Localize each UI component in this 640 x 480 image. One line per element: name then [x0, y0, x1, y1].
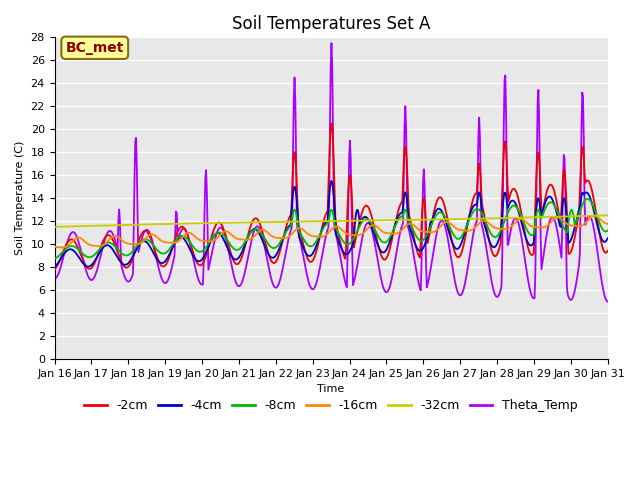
-16cm	[591, 213, 598, 219]
-8cm	[61, 247, 68, 253]
-2cm	[203, 251, 211, 256]
Y-axis label: Soil Temperature (C): Soil Temperature (C)	[15, 141, 25, 255]
-32cm	[174, 221, 182, 227]
-4cm	[399, 204, 407, 210]
-32cm	[415, 217, 422, 223]
Line: Theta_Temp: Theta_Temp	[54, 43, 607, 301]
-16cm	[61, 244, 69, 250]
-32cm	[604, 213, 611, 218]
-16cm	[51, 244, 58, 250]
-4cm	[61, 251, 68, 256]
-8cm	[203, 243, 211, 249]
Theta_Temp	[203, 187, 211, 193]
-16cm	[175, 238, 182, 244]
Text: BC_met: BC_met	[65, 41, 124, 55]
Theta_Temp	[415, 282, 423, 288]
-16cm	[415, 227, 423, 233]
Theta_Temp	[61, 250, 68, 255]
Line: -16cm: -16cm	[54, 216, 607, 248]
-4cm	[328, 178, 335, 184]
X-axis label: Time: Time	[317, 384, 345, 394]
-2cm	[328, 120, 335, 126]
Theta_Temp	[118, 263, 125, 269]
-32cm	[51, 224, 58, 230]
-16cm	[399, 226, 407, 232]
-8cm	[604, 228, 611, 233]
-8cm	[398, 213, 406, 219]
-8cm	[584, 196, 591, 202]
-4cm	[415, 248, 423, 253]
-16cm	[58, 245, 66, 251]
-2cm	[118, 259, 125, 265]
Theta_Temp	[399, 220, 407, 226]
Title: Soil Temperatures Set A: Soil Temperatures Set A	[232, 15, 430, 33]
-2cm	[399, 179, 407, 184]
-32cm	[398, 217, 406, 223]
-2cm	[604, 248, 611, 254]
-16cm	[604, 221, 611, 227]
Legend: -2cm, -4cm, -8cm, -16cm, -32cm, Theta_Temp: -2cm, -4cm, -8cm, -16cm, -32cm, Theta_Te…	[79, 394, 583, 417]
-32cm	[61, 224, 68, 229]
-2cm	[51, 266, 58, 272]
-4cm	[51, 264, 58, 270]
-2cm	[415, 253, 423, 259]
-32cm	[118, 222, 125, 228]
-4cm	[203, 248, 211, 253]
Line: -4cm: -4cm	[54, 181, 607, 267]
-2cm	[61, 246, 68, 252]
-8cm	[51, 256, 58, 262]
Line: -2cm: -2cm	[54, 123, 607, 269]
-32cm	[203, 220, 211, 226]
Line: -32cm: -32cm	[54, 216, 607, 227]
-16cm	[204, 239, 211, 244]
-8cm	[174, 235, 182, 241]
Line: -8cm: -8cm	[54, 199, 607, 259]
-4cm	[118, 260, 125, 266]
Theta_Temp	[604, 299, 611, 304]
Theta_Temp	[51, 276, 58, 281]
-16cm	[118, 238, 126, 243]
-8cm	[118, 251, 125, 256]
-4cm	[604, 235, 611, 241]
-4cm	[174, 236, 182, 242]
Theta_Temp	[174, 234, 182, 240]
Theta_Temp	[328, 40, 335, 46]
-8cm	[415, 236, 422, 242]
-2cm	[174, 229, 182, 235]
